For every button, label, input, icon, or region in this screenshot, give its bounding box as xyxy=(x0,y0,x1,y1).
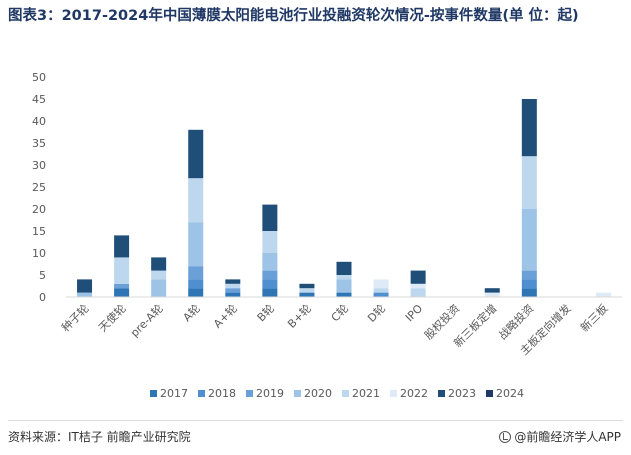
bar-segment xyxy=(410,270,426,284)
legend-label: 2018 xyxy=(208,387,236,400)
y-tick-label: 40 xyxy=(32,115,46,128)
bar-segment xyxy=(336,261,352,275)
legend-swatch xyxy=(246,390,253,397)
y-tick-label: 25 xyxy=(32,181,46,194)
x-tick-label: pre-A轮 xyxy=(127,301,165,339)
bar-segment xyxy=(373,279,389,289)
x-tick-label: A轮 xyxy=(180,301,203,324)
bar-segment xyxy=(77,279,93,293)
bar-segment xyxy=(262,279,278,289)
bar-segment xyxy=(299,292,315,297)
x-tick-label: C轮 xyxy=(328,301,351,324)
legend-swatch xyxy=(342,390,349,397)
bar-segment xyxy=(521,288,537,297)
y-tick-label: 0 xyxy=(39,291,46,304)
bar-segment xyxy=(521,270,537,280)
legend-swatch xyxy=(294,390,301,397)
x-tick-label: 种子轮 xyxy=(58,301,91,334)
brand-logo-icon xyxy=(499,430,512,443)
bar-segment xyxy=(188,222,204,267)
stacked-bar-chart: 0 5 10 15 20 25 30 35 40 45 50 种子轮 天使轮 pre-A轮 A轮 A+轮 B轮… xyxy=(32,71,622,400)
legend-label: 2024 xyxy=(496,387,524,400)
bar-segment xyxy=(299,288,315,293)
bar-segment xyxy=(373,292,389,297)
bar-segment xyxy=(188,288,204,297)
bar-segment xyxy=(336,275,352,280)
y-tick-label: 20 xyxy=(32,203,46,216)
bar-segment xyxy=(595,292,611,297)
legend-label: 2017 xyxy=(160,387,188,400)
bar-segment xyxy=(373,288,389,293)
bar-segment xyxy=(299,283,315,289)
bar-segment xyxy=(262,231,278,253)
brand-text: @前瞻经济学人APP xyxy=(514,430,621,444)
legend-label: 2023 xyxy=(448,387,476,400)
bar-segment xyxy=(484,292,500,297)
y-tick-label: 35 xyxy=(32,137,46,150)
legend-swatch xyxy=(390,390,397,397)
x-tick-label: D轮 xyxy=(365,301,389,325)
bar-segment xyxy=(188,266,204,280)
bars xyxy=(77,99,611,297)
footer-divider xyxy=(8,420,623,421)
bar-segment xyxy=(188,279,204,289)
x-tick-label: B+轮 xyxy=(285,301,315,331)
x-tick-label: B轮 xyxy=(254,301,277,324)
bar-segment xyxy=(521,209,537,271)
bar-segment xyxy=(484,288,500,293)
bar-segment xyxy=(521,279,537,289)
legend-label: 2022 xyxy=(400,387,428,400)
legend: 2017 2018 2019 2020 2021 2022 2023 2024 xyxy=(150,387,524,400)
bar-segment xyxy=(262,270,278,280)
legend-label: 2021 xyxy=(352,387,380,400)
legend-swatch xyxy=(198,390,205,397)
legend-label: 2020 xyxy=(304,387,332,400)
bar-segment xyxy=(114,257,130,284)
bar-segment xyxy=(521,99,537,157)
source-note: 资料来源：IT桔子 前瞻产业研究院 xyxy=(8,430,191,444)
bar-segment xyxy=(410,288,426,297)
x-tick-label: IPO xyxy=(403,302,426,325)
x-tick-label: 天使轮 xyxy=(95,301,128,334)
bar-segment xyxy=(336,292,352,297)
page-title: 图表3：2017-2024年中国薄膜太阳能电池行业投融资轮次情况-按事件数量(单… xyxy=(8,8,579,24)
y-tick-label: 5 xyxy=(39,269,46,282)
brand-credit: @前瞻经济学人APP xyxy=(499,428,621,445)
bar-segment xyxy=(188,129,204,179)
bar-segment xyxy=(151,270,167,280)
y-tick-label: 30 xyxy=(32,159,46,172)
y-tick-label: 50 xyxy=(32,71,46,84)
bar-segment xyxy=(262,204,278,231)
bar-segment xyxy=(225,283,241,289)
bar-segment xyxy=(262,253,278,271)
legend-swatch xyxy=(150,390,157,397)
bar-segment xyxy=(151,257,167,271)
bar-segment xyxy=(77,292,93,297)
bar-segment xyxy=(225,292,241,297)
bar-segment xyxy=(336,279,352,293)
x-tick-label: 新三板 xyxy=(577,301,610,334)
bar-segment xyxy=(114,235,130,258)
bar-segment xyxy=(188,178,204,223)
bar-segment xyxy=(410,283,426,289)
y-tick-label: 45 xyxy=(32,93,46,106)
legend-swatch xyxy=(486,390,493,397)
legend-label: 2019 xyxy=(256,387,284,400)
y-tick-label: 10 xyxy=(32,247,46,260)
y-tick-label: 15 xyxy=(32,225,46,238)
bar-segment xyxy=(151,279,167,297)
bar-segment xyxy=(225,288,241,293)
legend-swatch xyxy=(438,390,445,397)
bar-segment xyxy=(114,288,130,297)
x-axis: 种子轮 天使轮 pre-A轮 A轮 A+轮 B轮 B+轮 C轮 D轮 IPO股权投资新三板定增战略… xyxy=(58,296,622,358)
bar-segment xyxy=(262,288,278,297)
x-tick-label: A+轮 xyxy=(210,301,240,331)
bar-segment xyxy=(114,283,130,289)
bar-segment xyxy=(225,279,241,284)
bar-segment xyxy=(521,156,537,209)
y-axis: 0 5 10 15 20 25 30 35 40 45 50 xyxy=(32,71,46,304)
